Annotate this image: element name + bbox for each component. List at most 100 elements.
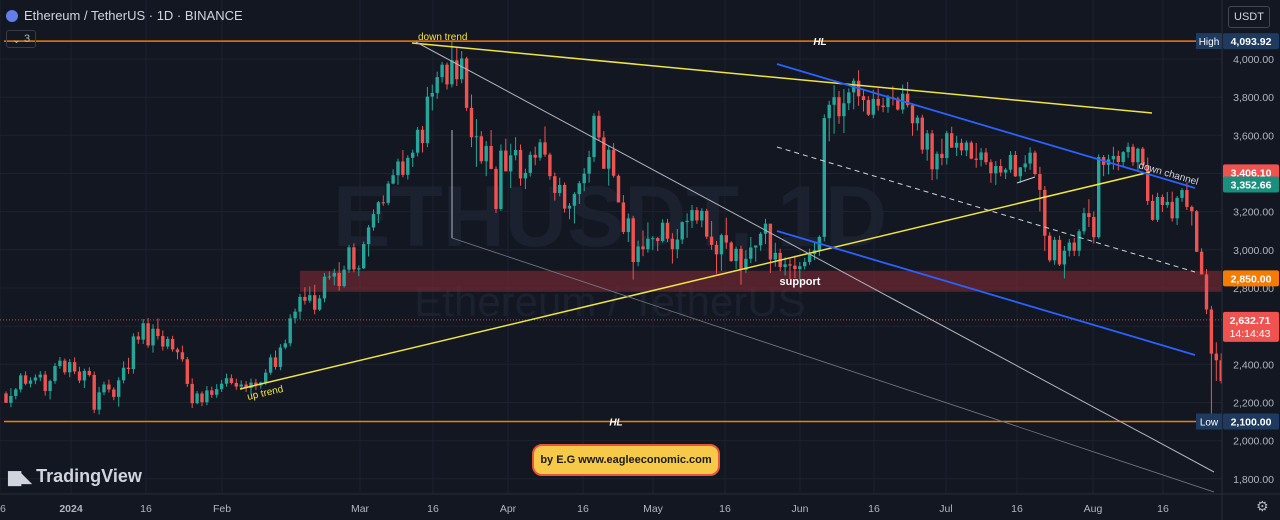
candle-body — [460, 58, 464, 80]
support-zone — [300, 270, 1222, 292]
small-marker-line — [1016, 176, 1036, 184]
up-trend-line[interactable] — [239, 171, 1151, 390]
candle-body — [518, 150, 523, 179]
candle-body — [9, 395, 13, 403]
candle-body — [337, 272, 341, 287]
gray-ray-line[interactable] — [415, 41, 1215, 473]
down-channel-upper[interactable] — [776, 63, 1196, 189]
tradingview-logo-text: TradingView — [36, 466, 142, 486]
symbol-header[interactable]: Ethereum / TetherUS · 1D · BINANCE — [6, 8, 243, 23]
candle-body — [670, 238, 675, 250]
indicators-toggle[interactable]: ⌄ 3 — [6, 30, 36, 48]
candle-body — [631, 218, 635, 263]
candle-body — [14, 389, 18, 396]
candle-body — [690, 210, 694, 221]
candle-body — [342, 269, 346, 287]
candle-body — [156, 328, 160, 337]
candle-body — [763, 223, 768, 234]
candle-body — [910, 105, 915, 124]
candle-body — [455, 60, 459, 80]
support-price-badge: 2,850.00 — [1231, 273, 1272, 285]
time-tick-label: May — [643, 503, 664, 515]
candle-body — [1141, 148, 1145, 166]
candle-body — [484, 146, 488, 162]
candle-body — [925, 133, 929, 150]
candle-body — [430, 92, 434, 97]
down-channel-lower[interactable] — [776, 230, 1196, 356]
candle-body — [298, 296, 302, 312]
candle-body — [773, 252, 777, 260]
candle-body — [58, 360, 62, 366]
candle-body — [832, 97, 836, 105]
candle-body — [347, 247, 351, 270]
candle-body — [234, 382, 238, 387]
candle-body — [72, 362, 77, 372]
candle-body — [362, 244, 366, 269]
symbol-title[interactable]: Ethereum / TetherUS · 1D · BINANCE — [24, 8, 243, 23]
high-price-badge: 4,093.92 — [1231, 36, 1272, 48]
candle-body — [528, 154, 532, 173]
candle-body — [974, 158, 978, 160]
high-tag-label: High — [1199, 37, 1220, 48]
candle-body — [861, 96, 866, 101]
candle-body — [945, 133, 949, 159]
candle-body — [313, 295, 317, 310]
candle-body — [758, 233, 763, 246]
candle-body — [464, 58, 469, 108]
candle-body — [1219, 360, 1223, 382]
candle-body — [582, 173, 586, 184]
indicator-count: 3 — [24, 33, 31, 45]
candle-body — [744, 258, 748, 270]
candle-body — [636, 246, 640, 263]
candle-body — [886, 97, 890, 108]
candle-body — [827, 104, 831, 119]
candle-body — [1190, 206, 1194, 212]
candle-body — [896, 98, 900, 110]
candle-body — [577, 183, 581, 195]
candle-body — [1028, 152, 1032, 164]
ref-upper-badge-bg — [1223, 164, 1279, 181]
gear-icon[interactable]: ⚙ — [1256, 498, 1269, 514]
candle-body — [229, 378, 234, 383]
candle-body — [450, 60, 454, 85]
candle-body — [1160, 196, 1165, 205]
candle-body — [665, 222, 670, 239]
candle-body — [303, 296, 307, 301]
candle-body — [695, 210, 699, 221]
tradingview-logo-icon: ▆◣ — [8, 466, 32, 486]
candle-body — [994, 166, 998, 174]
candle-body — [626, 218, 630, 233]
candle-body — [543, 142, 547, 155]
candle-body — [352, 247, 356, 270]
candle-body — [357, 268, 361, 270]
time-tick-label: 16 — [1157, 503, 1169, 515]
candle-body — [268, 357, 273, 373]
time-tick-label: 16 — [1011, 503, 1023, 515]
candle-body — [1180, 190, 1184, 198]
candle-body — [435, 77, 439, 93]
candle-body — [185, 359, 189, 384]
time-tick-label: Feb — [213, 503, 231, 515]
currency-selector[interactable]: USDT — [1228, 6, 1270, 28]
candle-body — [308, 295, 312, 301]
down-trend-line[interactable] — [411, 42, 1153, 114]
candle-body — [680, 222, 684, 240]
candle-body — [842, 103, 846, 117]
candle-body — [685, 220, 689, 223]
candle-body — [440, 64, 444, 78]
time-tick-label: Jul — [939, 503, 952, 515]
time-tick-label: 2024 — [59, 503, 83, 515]
candle-body — [1023, 163, 1027, 168]
candle-body — [611, 149, 616, 176]
gray-ray-line[interactable] — [451, 237, 1215, 493]
candle-body — [920, 117, 924, 150]
candle-body — [366, 227, 371, 245]
candle-body — [112, 389, 116, 397]
candle-body — [905, 93, 910, 106]
candle-body — [587, 157, 591, 174]
candle-body — [474, 136, 479, 138]
tradingview-logo[interactable]: ▆◣ TradingView — [8, 466, 142, 487]
candle-body — [656, 238, 660, 242]
candle-body — [396, 161, 400, 176]
